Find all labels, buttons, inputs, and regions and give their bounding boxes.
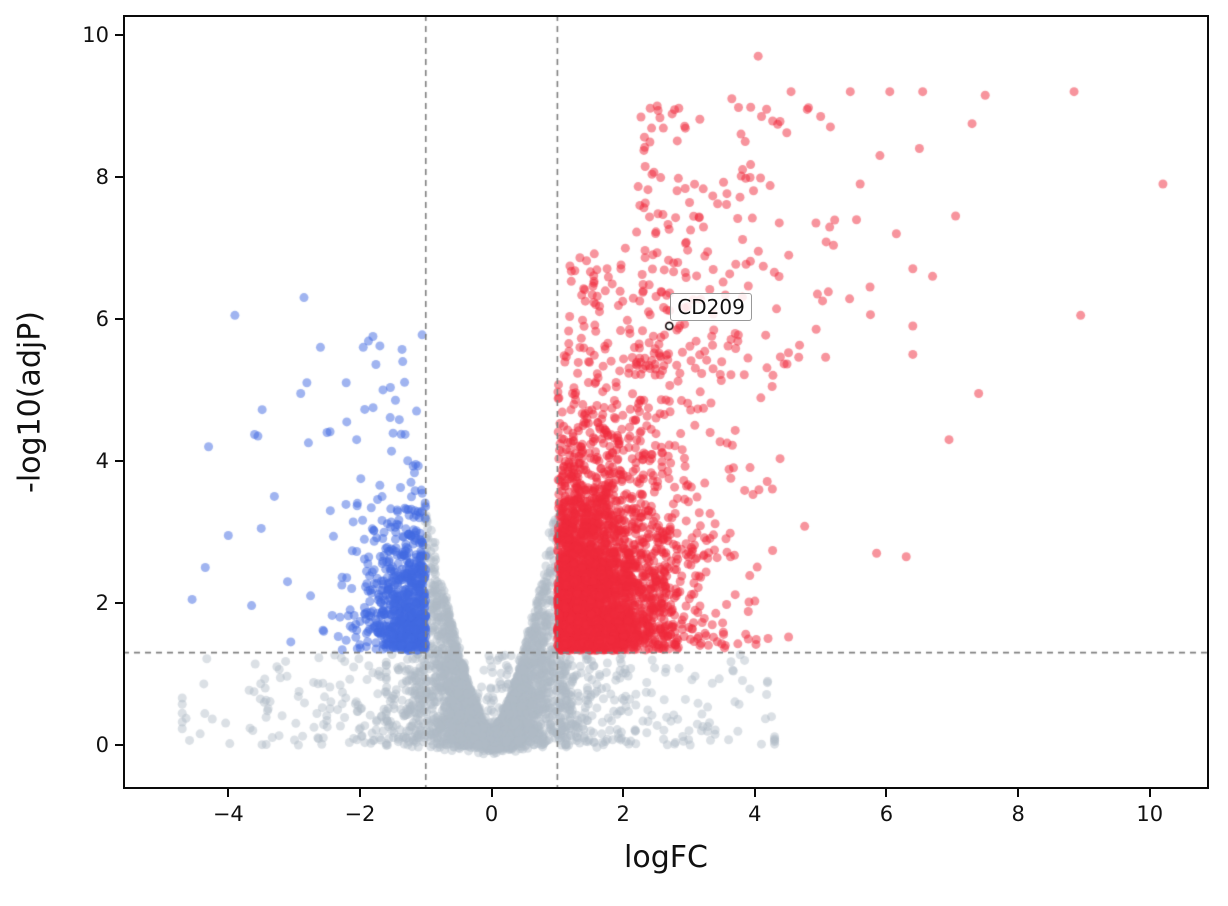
y-tick-label: 10: [82, 22, 109, 47]
x-tick-mark: [622, 789, 625, 797]
x-tick-label: 6: [879, 802, 894, 826]
x-tick-label: 10: [1136, 802, 1164, 826]
y-axis-label: -log10(adjP): [12, 311, 48, 493]
x-tick-label: −2: [344, 802, 376, 826]
y-tick-label: 4: [95, 448, 109, 473]
x-tick-mark: [1148, 789, 1151, 797]
x-tick-label: 4: [748, 802, 762, 826]
y-tick-mark: [115, 317, 123, 320]
x-axis-label: logFC: [624, 840, 708, 875]
y-tick-mark: [115, 601, 123, 604]
x-tick-label: 2: [616, 802, 630, 826]
y-tick-label: 0: [95, 732, 109, 757]
y-tick-mark: [115, 743, 123, 746]
x-tick-mark: [227, 789, 230, 797]
x-tick-mark: [358, 789, 361, 797]
y-tick-mark: [115, 33, 123, 36]
x-tick-mark: [885, 789, 888, 797]
x-tick-mark: [1017, 789, 1020, 797]
y-tick-mark: [115, 175, 123, 178]
x-tick-label: 8: [1011, 802, 1025, 826]
x-tick-mark: [753, 789, 756, 797]
y-tick-label: 2: [95, 590, 109, 615]
x-tick-mark: [490, 789, 493, 797]
x-tick-label: 0: [484, 802, 499, 826]
y-tick-mark: [115, 459, 123, 462]
y-tick-label: 8: [95, 164, 109, 189]
x-tick-label: −4: [212, 802, 244, 826]
y-tick-label: 6: [95, 306, 109, 331]
scatter-canvas: [123, 15, 1209, 789]
gene-annotation-label: CD209: [670, 293, 752, 322]
